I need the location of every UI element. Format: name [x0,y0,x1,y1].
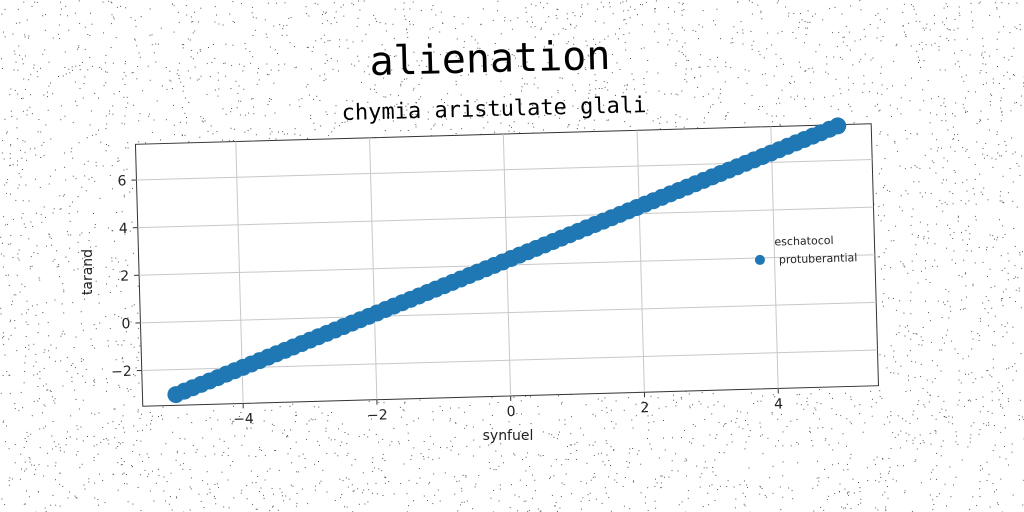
legend-title: eschatocol [774,234,833,249]
y-tick-label: 0 [121,316,130,332]
chart-subtitle: chymia aristulate glali [341,93,646,126]
x-tick-label: −4 [233,411,254,428]
x-tick-label: −2 [367,407,388,424]
y-tick-label: 6 [117,173,126,189]
x-tick-label: 4 [774,396,783,412]
axis-ticks: −4 −2 0 2 4 −2 0 2 4 6 [111,173,783,428]
scatter-points [167,117,847,404]
legend-label: protuberantial [779,251,858,266]
x-axis-label: synfuel [483,428,534,444]
legend: eschatocol protuberantial [754,234,858,266]
y-tick-label: 2 [120,269,129,285]
y-axis-label: tarand [80,249,96,295]
chart-title: alienation [369,33,611,85]
plot-area: −4 −2 0 2 4 −2 0 2 4 6 eschatocol protuberantial [111,117,880,428]
x-tick-label: 2 [640,400,649,416]
grid [136,126,878,404]
y-tick-label: 4 [119,221,128,237]
scatter-point [829,117,847,135]
y-gridline [137,206,874,229]
legend-marker [754,254,765,265]
x-tick-label: 0 [506,404,515,420]
y-gridline [140,301,877,324]
y-tick-label: −2 [111,364,132,381]
